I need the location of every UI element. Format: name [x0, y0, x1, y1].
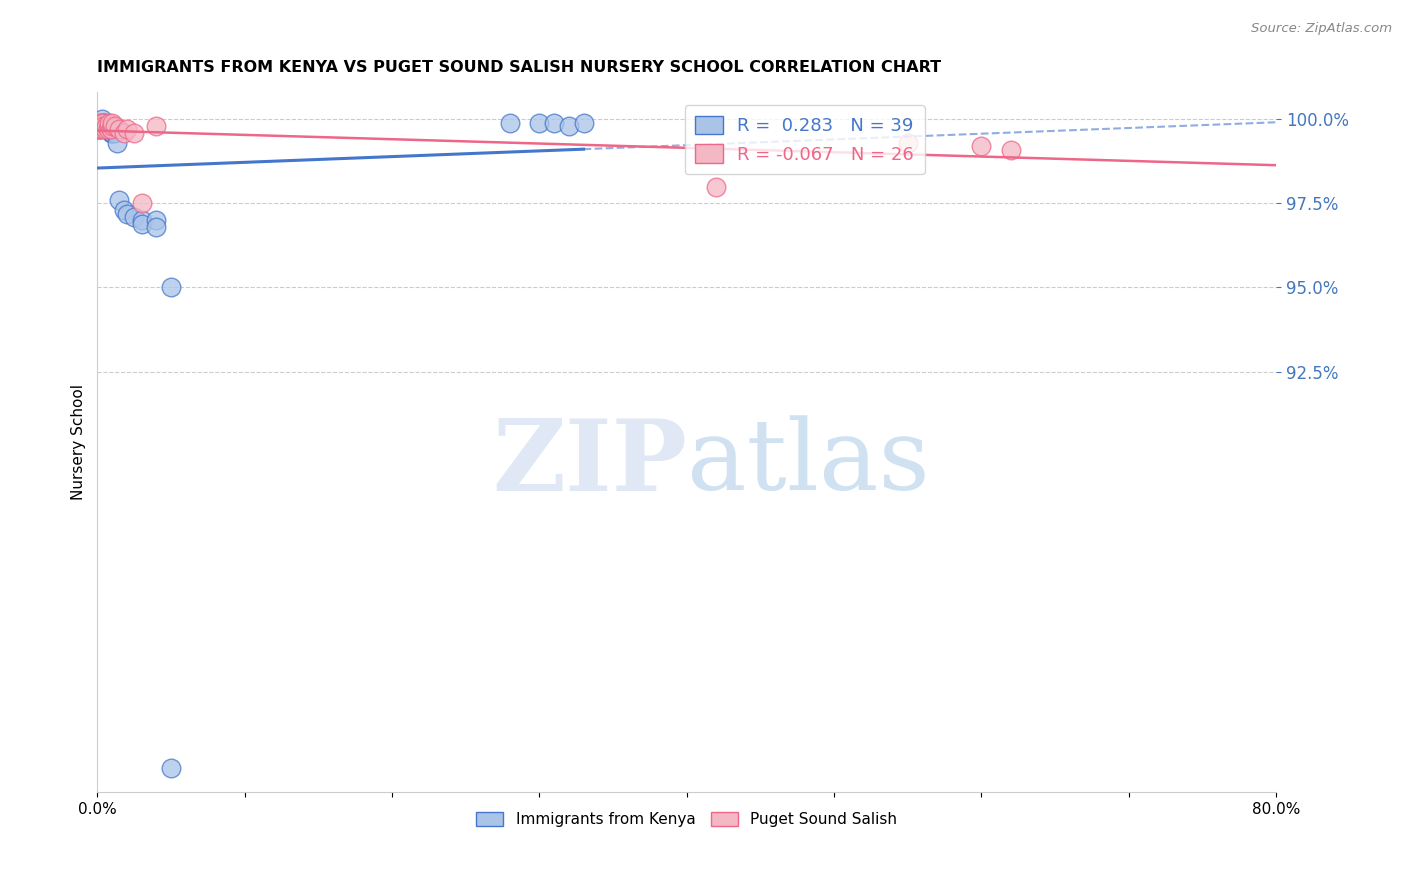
- Point: [87, 122, 110, 136]
- Point: [104, 119, 127, 133]
- Point: [91, 119, 114, 133]
- Point: [970, 139, 993, 153]
- Text: Source: ZipAtlas.com: Source: ZipAtlas.com: [1251, 22, 1392, 36]
- Point: [90, 112, 112, 127]
- Point: [145, 119, 167, 133]
- Point: [98, 122, 121, 136]
- Point: [145, 213, 167, 227]
- Point: [89, 116, 111, 130]
- Point: [131, 217, 153, 231]
- Point: [499, 116, 522, 130]
- Point: [101, 122, 124, 136]
- Point: [122, 210, 145, 224]
- Point: [529, 116, 551, 130]
- Point: [100, 126, 122, 140]
- Point: [101, 119, 124, 133]
- Point: [112, 126, 135, 140]
- Point: [93, 122, 115, 136]
- Point: [704, 179, 727, 194]
- Point: [90, 116, 112, 130]
- Legend: Immigrants from Kenya, Puget Sound Salish: Immigrants from Kenya, Puget Sound Salis…: [470, 806, 904, 833]
- Point: [90, 119, 112, 133]
- Point: [97, 119, 120, 133]
- Point: [145, 219, 167, 234]
- Text: ZIP: ZIP: [492, 415, 686, 512]
- Point: [97, 122, 120, 136]
- Point: [97, 122, 120, 136]
- Point: [104, 126, 127, 140]
- Text: IMMIGRANTS FROM KENYA VS PUGET SOUND SALISH NURSERY SCHOOL CORRELATION CHART: IMMIGRANTS FROM KENYA VS PUGET SOUND SAL…: [97, 60, 942, 75]
- Point: [122, 126, 145, 140]
- Point: [96, 122, 118, 136]
- Point: [101, 119, 124, 133]
- Point: [93, 119, 115, 133]
- Point: [96, 119, 118, 133]
- Point: [100, 122, 122, 136]
- Point: [101, 126, 124, 140]
- Point: [93, 119, 115, 133]
- Point: [89, 116, 111, 130]
- Point: [572, 116, 595, 130]
- Point: [96, 119, 118, 133]
- Point: [558, 119, 581, 133]
- Point: [89, 119, 111, 133]
- Point: [115, 122, 138, 136]
- Point: [543, 116, 565, 130]
- Text: atlas: atlas: [686, 416, 929, 511]
- Y-axis label: Nursery School: Nursery School: [72, 384, 86, 500]
- Point: [101, 126, 124, 140]
- Point: [108, 122, 131, 136]
- Point: [91, 116, 114, 130]
- Point: [101, 122, 124, 136]
- Point: [90, 122, 112, 136]
- Point: [93, 116, 115, 130]
- Point: [897, 136, 920, 150]
- Point: [98, 119, 121, 133]
- Point: [131, 213, 153, 227]
- Point: [90, 119, 112, 133]
- Point: [1000, 143, 1022, 157]
- Point: [87, 122, 110, 136]
- Point: [160, 761, 183, 775]
- Point: [108, 193, 131, 207]
- Point: [91, 116, 114, 130]
- Point: [160, 280, 183, 294]
- Point: [98, 122, 121, 136]
- Point: [98, 116, 121, 130]
- Point: [101, 116, 124, 130]
- Point: [131, 196, 153, 211]
- Point: [91, 119, 114, 133]
- Point: [105, 136, 128, 150]
- Point: [112, 203, 135, 218]
- Point: [115, 206, 138, 220]
- Point: [89, 122, 111, 136]
